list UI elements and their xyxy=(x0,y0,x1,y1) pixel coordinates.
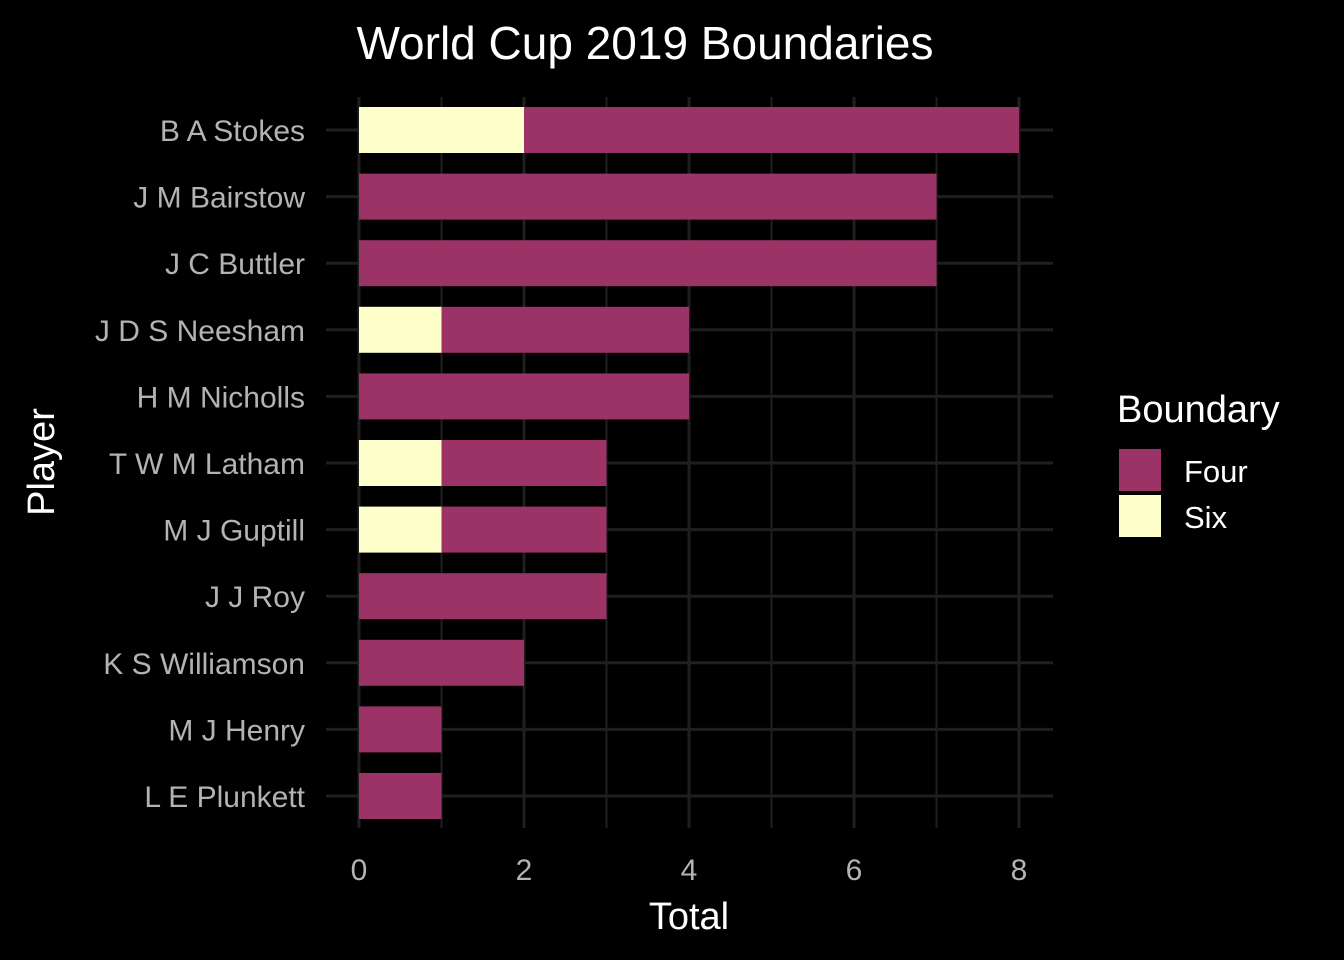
bars xyxy=(359,107,1019,819)
y-tick-label: B A Stokes xyxy=(160,115,305,148)
bar-four-m-j-guptill xyxy=(441,506,607,553)
bar-six-b-a-stokes xyxy=(359,107,524,153)
y-tick-label: J D S Neesham xyxy=(95,315,305,348)
y-tick-label: K S Williamson xyxy=(103,648,305,681)
y-tick-label: H M Nicholls xyxy=(137,381,305,414)
legend-label-four: Four xyxy=(1184,454,1248,489)
y-tick-label: J J Roy xyxy=(205,581,305,614)
legend-swatch-four xyxy=(1119,449,1161,491)
x-tick-label: 2 xyxy=(516,854,533,887)
y-tick-label: J M Bairstow xyxy=(133,182,305,215)
x-tick-label: 0 xyxy=(351,854,368,887)
legend-items: Four Six xyxy=(1119,449,1248,537)
legend-title: Boundary xyxy=(1117,389,1280,431)
y-axis-title: Player xyxy=(21,408,63,516)
bar-four-j-j-roy xyxy=(359,573,607,620)
legend-label-six: Six xyxy=(1184,500,1228,535)
bar-four-m-j-henry xyxy=(359,706,442,753)
x-tick-label: 8 xyxy=(1011,854,1028,887)
y-tick-labels: B A Stokes J M Bairstow J C Buttler J D S N… xyxy=(95,115,306,814)
bar-four-j-m-bairstow xyxy=(359,173,937,220)
bar-four-h-m-nicholls xyxy=(359,373,689,420)
x-tick-labels: 0 2 4 6 8 xyxy=(351,854,1028,887)
y-tick-label: J C Buttler xyxy=(165,248,305,281)
y-tick-label: M J Henry xyxy=(168,714,305,747)
bar-six-j-d-s-neesham xyxy=(359,306,442,353)
bar-four-b-a-stokes xyxy=(524,107,1019,153)
bar-six-t-w-m-latham xyxy=(359,440,442,486)
bar-four-j-d-s-neesham xyxy=(441,306,689,353)
legend: Boundary Four Six xyxy=(1117,389,1280,537)
bar-six-m-j-guptill xyxy=(359,506,442,553)
bar-four-j-c-buttler xyxy=(359,240,937,287)
y-tick-label: T W M Latham xyxy=(109,448,305,481)
y-tick-label: M J Guptill xyxy=(163,515,305,548)
bar-four-t-w-m-latham xyxy=(441,440,607,486)
x-tick-label: 6 xyxy=(846,854,863,887)
x-tick-label: 4 xyxy=(681,854,698,887)
bar-four-k-s-williamson xyxy=(359,639,524,686)
bar-four-l-e-plunkett xyxy=(359,773,442,819)
chart-title: World Cup 2019 Boundaries xyxy=(356,17,933,69)
x-axis-title: Total xyxy=(649,896,729,938)
legend-swatch-six xyxy=(1119,495,1161,537)
y-tick-label: L E Plunkett xyxy=(144,781,305,814)
